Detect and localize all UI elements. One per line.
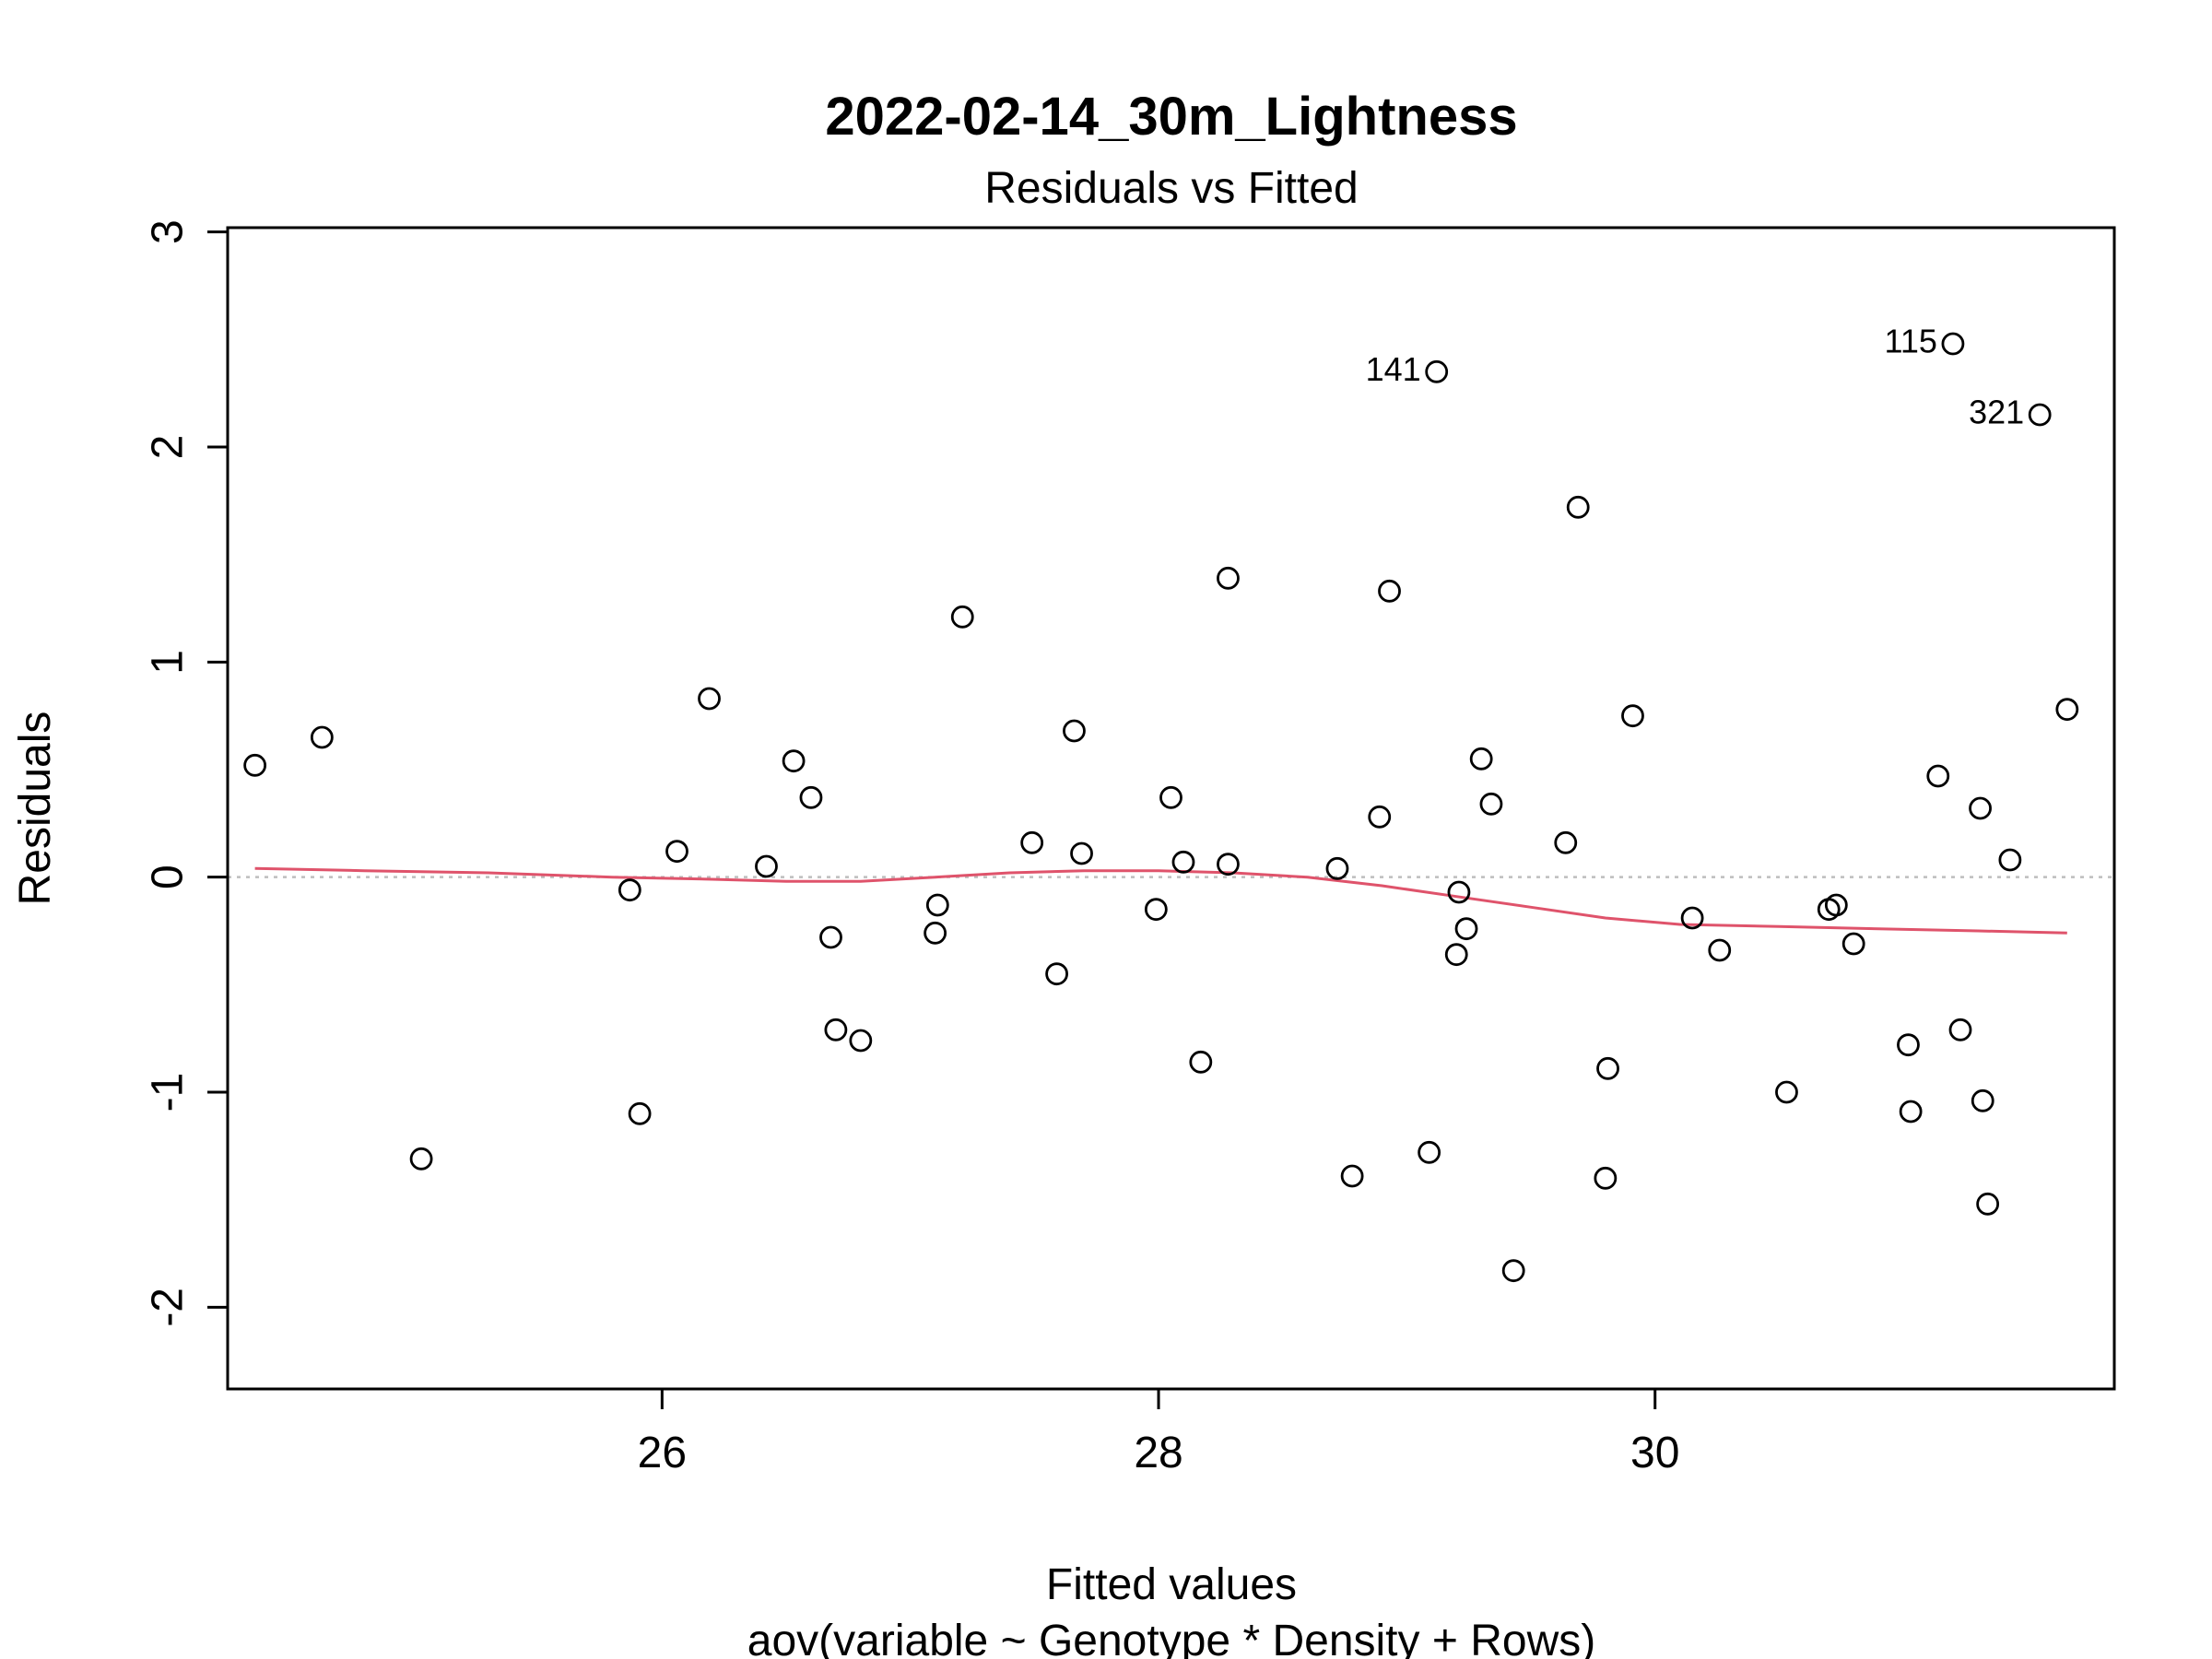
x-axis-sublabel: aov(variable ~ Genotype * Density + Rows…: [747, 1617, 1595, 1659]
data-point: [1680, 906, 1704, 930]
data-point: [924, 921, 947, 945]
data-point: [1063, 719, 1086, 743]
data-point: [1596, 1056, 1619, 1080]
data-point: [1971, 1088, 1994, 1112]
data-point: [1418, 1140, 1441, 1164]
data-point: [1444, 943, 1468, 967]
data-point: [1969, 796, 1992, 820]
data-point: [1566, 495, 1590, 519]
data-point: [1775, 1080, 1798, 1104]
data-point: [782, 749, 806, 773]
data-point: [1189, 1050, 1213, 1074]
data-point: [310, 725, 334, 749]
data-point: [1554, 830, 1578, 854]
data-point: [409, 1147, 433, 1171]
smooth-line: [254, 866, 2067, 935]
data-point: [1378, 579, 1401, 603]
data-point: [628, 1101, 652, 1125]
point-label-141: 141: [1366, 350, 1421, 388]
chart-subtitle: Residuals vs Fitted: [984, 164, 1359, 213]
y-axis-label: Residuals: [11, 712, 60, 906]
data-point: [618, 878, 641, 902]
y-tick-label: -1: [144, 1073, 193, 1112]
data-point: [1841, 932, 1865, 956]
data-point: [665, 840, 688, 864]
data-point: [799, 785, 823, 809]
chart-title: 2022-02-14_30m_Lightness: [825, 87, 1517, 147]
y-tick-label: 1: [144, 650, 193, 675]
data-point: [1217, 566, 1240, 590]
plot-layer: 26 28 30 -2 -1 0 1 2 3 141 115 321: [144, 219, 2114, 1477]
data-point: [819, 925, 842, 949]
data-point: [1454, 917, 1478, 941]
data-point: [1948, 1018, 1972, 1041]
data-point: [1171, 850, 1195, 874]
data-point: [1708, 938, 1732, 962]
data-point: [1070, 841, 1093, 865]
data-point: [1447, 880, 1471, 904]
data-point: [1479, 792, 1503, 816]
point-label-321: 321: [1969, 394, 2024, 431]
x-tick-label: 26: [638, 1429, 687, 1477]
plot-frame: [226, 226, 2116, 1391]
data-point: [950, 605, 974, 629]
data-point: [1325, 856, 1349, 880]
data-point: [1594, 1166, 1618, 1190]
data-point: [1941, 332, 1965, 356]
data-point: [1469, 747, 1493, 771]
data-point: [1020, 830, 1044, 854]
data-point: [1159, 785, 1182, 809]
data-point: [1976, 1192, 2000, 1216]
data-point: [1897, 1033, 1920, 1057]
point-label-115: 115: [1885, 323, 1937, 360]
data-point: [1824, 893, 1848, 917]
x-tick-label: 28: [1134, 1429, 1182, 1477]
data-point: [1899, 1100, 1923, 1124]
y-tick-label: 2: [144, 435, 193, 460]
x-tick-label: 30: [1630, 1429, 1679, 1477]
data-point: [1998, 848, 2022, 872]
data-point: [243, 753, 267, 777]
y-tick-label: 0: [144, 865, 193, 889]
data-point: [849, 1029, 873, 1053]
data-point: [1425, 359, 1449, 383]
data-point: [1926, 764, 1950, 788]
x-axis-label: Fitted values: [1046, 1560, 1297, 1609]
data-point: [1217, 853, 1240, 877]
data-point: [2055, 698, 2079, 722]
y-tick-label: -2: [144, 1288, 193, 1327]
y-tick-label: 3: [144, 219, 193, 244]
data-point: [1045, 962, 1069, 986]
data-point: [1144, 898, 1168, 922]
data-point: [1340, 1164, 1364, 1188]
data-point: [925, 893, 949, 917]
data-point: [698, 687, 721, 711]
data-point: [755, 854, 778, 878]
data-point: [1501, 1259, 1525, 1283]
data-point: [824, 1018, 848, 1041]
data-point: [1368, 805, 1392, 829]
data-point: [2028, 403, 2052, 427]
data-point: [1621, 704, 1644, 728]
